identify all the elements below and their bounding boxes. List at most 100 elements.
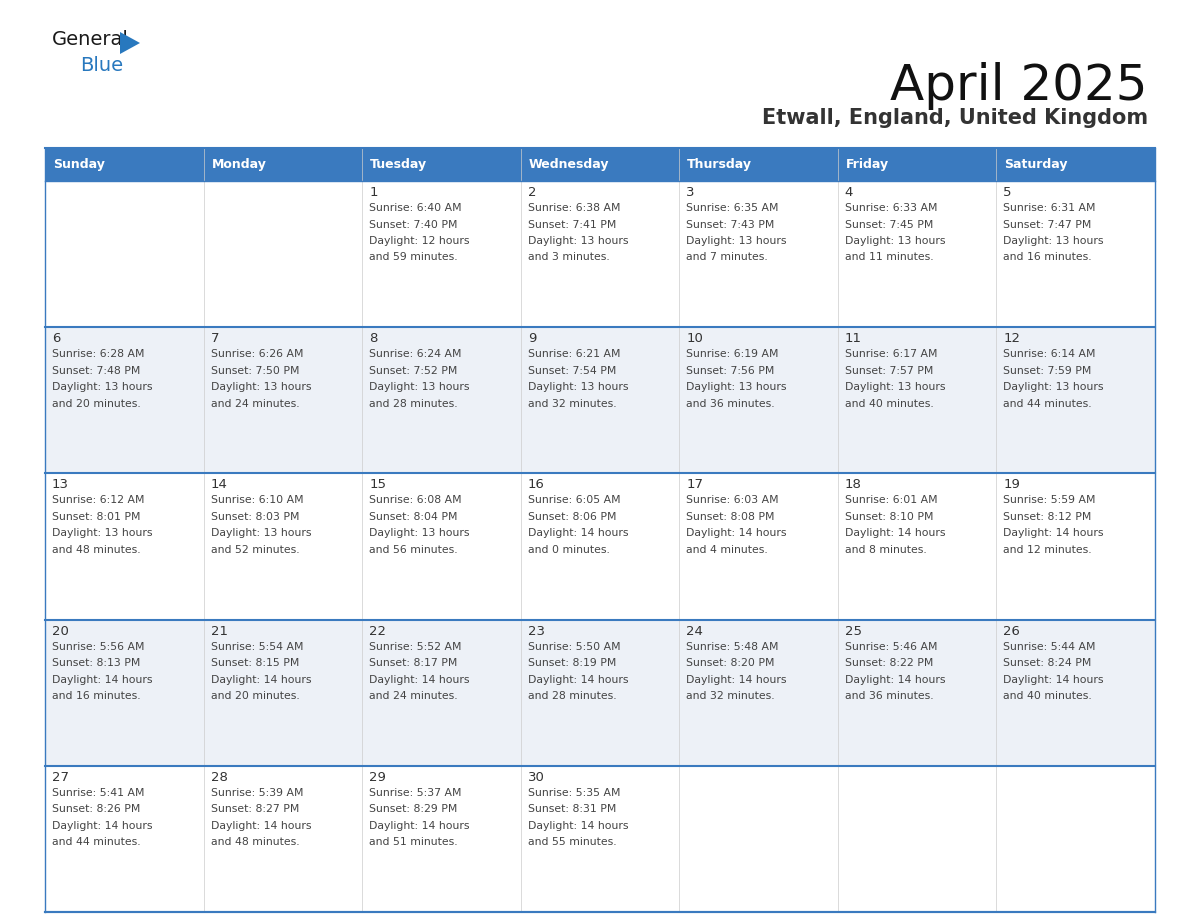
Text: Sunrise: 6:10 AM: Sunrise: 6:10 AM <box>210 496 303 506</box>
Text: Sunrise: 6:05 AM: Sunrise: 6:05 AM <box>527 496 620 506</box>
Text: and 44 minutes.: and 44 minutes. <box>1004 398 1092 409</box>
Text: Sunset: 8:31 PM: Sunset: 8:31 PM <box>527 804 617 814</box>
Text: Sunrise: 5:54 AM: Sunrise: 5:54 AM <box>210 642 303 652</box>
Text: and 44 minutes.: and 44 minutes. <box>52 837 140 847</box>
Text: Sunset: 8:22 PM: Sunset: 8:22 PM <box>845 658 934 668</box>
Text: and 51 minutes.: and 51 minutes. <box>369 837 457 847</box>
Text: and 12 minutes.: and 12 minutes. <box>1004 545 1092 554</box>
Bar <box>203 327 362 474</box>
Text: Sunrise: 5:59 AM: Sunrise: 5:59 AM <box>1004 496 1095 506</box>
Text: Sunset: 7:47 PM: Sunset: 7:47 PM <box>1004 219 1092 230</box>
Text: 2: 2 <box>527 186 536 199</box>
Text: Sunrise: 5:50 AM: Sunrise: 5:50 AM <box>527 642 620 652</box>
Text: Daylight: 14 hours: Daylight: 14 hours <box>210 821 311 831</box>
Text: Daylight: 14 hours: Daylight: 14 hours <box>527 675 628 685</box>
Bar <box>838 474 997 620</box>
Bar <box>838 327 997 474</box>
Text: 17: 17 <box>687 478 703 491</box>
Bar <box>997 474 1155 620</box>
Text: Daylight: 14 hours: Daylight: 14 hours <box>845 529 946 538</box>
Text: Friday: Friday <box>846 158 889 171</box>
Text: and 24 minutes.: and 24 minutes. <box>369 691 457 701</box>
Text: Sunset: 8:29 PM: Sunset: 8:29 PM <box>369 804 457 814</box>
Text: Daylight: 13 hours: Daylight: 13 hours <box>1004 236 1104 246</box>
Text: Sunset: 7:41 PM: Sunset: 7:41 PM <box>527 219 617 230</box>
Text: 6: 6 <box>52 332 61 345</box>
Text: and 48 minutes.: and 48 minutes. <box>52 545 140 554</box>
Text: 5: 5 <box>1004 186 1012 199</box>
Text: Daylight: 14 hours: Daylight: 14 hours <box>369 821 469 831</box>
Text: Daylight: 13 hours: Daylight: 13 hours <box>845 236 946 246</box>
Text: and 36 minutes.: and 36 minutes. <box>687 398 775 409</box>
Text: Daylight: 13 hours: Daylight: 13 hours <box>1004 382 1104 392</box>
Text: Sunrise: 5:56 AM: Sunrise: 5:56 AM <box>52 642 145 652</box>
Bar <box>838 766 997 912</box>
Text: 10: 10 <box>687 332 703 345</box>
Text: 1: 1 <box>369 186 378 199</box>
Text: Sunrise: 5:46 AM: Sunrise: 5:46 AM <box>845 642 937 652</box>
Text: and 20 minutes.: and 20 minutes. <box>210 691 299 701</box>
Text: Sunrise: 5:44 AM: Sunrise: 5:44 AM <box>1004 642 1095 652</box>
Text: 15: 15 <box>369 478 386 491</box>
Text: Wednesday: Wednesday <box>529 158 609 171</box>
Text: 13: 13 <box>52 478 69 491</box>
Text: and 28 minutes.: and 28 minutes. <box>527 691 617 701</box>
Text: Sunset: 7:52 PM: Sunset: 7:52 PM <box>369 365 457 375</box>
Text: and 40 minutes.: and 40 minutes. <box>1004 691 1092 701</box>
Text: and 32 minutes.: and 32 minutes. <box>687 691 775 701</box>
Text: Sunday: Sunday <box>53 158 105 171</box>
Text: General: General <box>52 30 128 49</box>
Bar <box>45 327 203 474</box>
Text: Sunset: 7:43 PM: Sunset: 7:43 PM <box>687 219 775 230</box>
Text: Sunset: 8:12 PM: Sunset: 8:12 PM <box>1004 512 1092 522</box>
Bar <box>45 766 203 912</box>
Text: 14: 14 <box>210 478 227 491</box>
Text: Sunrise: 6:08 AM: Sunrise: 6:08 AM <box>369 496 462 506</box>
Bar <box>680 620 838 766</box>
Text: 18: 18 <box>845 478 861 491</box>
Bar <box>997 148 1155 181</box>
Text: Daylight: 14 hours: Daylight: 14 hours <box>845 675 946 685</box>
Text: Daylight: 13 hours: Daylight: 13 hours <box>210 529 311 538</box>
Text: Daylight: 13 hours: Daylight: 13 hours <box>687 382 786 392</box>
Bar <box>838 148 997 181</box>
Bar <box>203 181 362 327</box>
Text: Sunrise: 5:48 AM: Sunrise: 5:48 AM <box>687 642 779 652</box>
Text: 19: 19 <box>1004 478 1020 491</box>
Text: Daylight: 14 hours: Daylight: 14 hours <box>1004 675 1104 685</box>
Text: Daylight: 13 hours: Daylight: 13 hours <box>52 529 152 538</box>
Text: Sunset: 8:08 PM: Sunset: 8:08 PM <box>687 512 775 522</box>
Text: and 28 minutes.: and 28 minutes. <box>369 398 457 409</box>
Bar <box>45 474 203 620</box>
Text: and 3 minutes.: and 3 minutes. <box>527 252 609 263</box>
Bar <box>680 474 838 620</box>
Bar <box>203 148 362 181</box>
Bar <box>45 148 203 181</box>
Text: Sunrise: 6:24 AM: Sunrise: 6:24 AM <box>369 349 462 359</box>
Text: Sunset: 8:26 PM: Sunset: 8:26 PM <box>52 804 140 814</box>
Text: 21: 21 <box>210 624 228 638</box>
Text: and 55 minutes.: and 55 minutes. <box>527 837 617 847</box>
Text: and 56 minutes.: and 56 minutes. <box>369 545 457 554</box>
Text: 20: 20 <box>52 624 69 638</box>
Text: Sunrise: 6:12 AM: Sunrise: 6:12 AM <box>52 496 145 506</box>
Bar <box>680 327 838 474</box>
Text: and 4 minutes.: and 4 minutes. <box>687 545 767 554</box>
Text: Daylight: 14 hours: Daylight: 14 hours <box>210 675 311 685</box>
Text: and 16 minutes.: and 16 minutes. <box>1004 252 1092 263</box>
Text: Daylight: 13 hours: Daylight: 13 hours <box>527 382 628 392</box>
Bar <box>520 148 680 181</box>
Text: 8: 8 <box>369 332 378 345</box>
Bar <box>997 620 1155 766</box>
Text: Sunrise: 5:37 AM: Sunrise: 5:37 AM <box>369 788 462 798</box>
Text: Sunrise: 6:31 AM: Sunrise: 6:31 AM <box>1004 203 1095 213</box>
Text: 22: 22 <box>369 624 386 638</box>
Text: Daylight: 13 hours: Daylight: 13 hours <box>52 382 152 392</box>
Bar <box>362 766 520 912</box>
Text: Sunset: 8:01 PM: Sunset: 8:01 PM <box>52 512 140 522</box>
Text: 7: 7 <box>210 332 219 345</box>
Text: Sunrise: 6:17 AM: Sunrise: 6:17 AM <box>845 349 937 359</box>
Text: Sunrise: 6:26 AM: Sunrise: 6:26 AM <box>210 349 303 359</box>
Bar <box>45 181 203 327</box>
Text: and 7 minutes.: and 7 minutes. <box>687 252 767 263</box>
